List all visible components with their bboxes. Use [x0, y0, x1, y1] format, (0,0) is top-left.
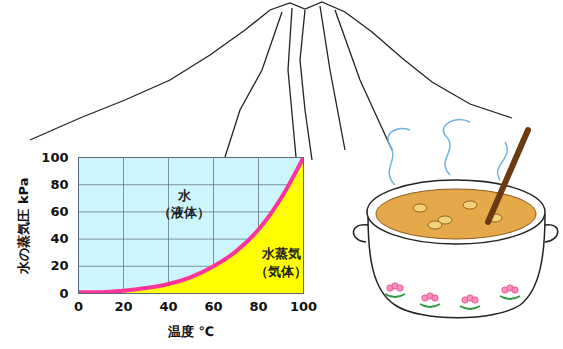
svg-text:0: 0	[59, 286, 68, 301]
svg-text:60: 60	[50, 204, 68, 219]
svg-text:80: 80	[50, 177, 68, 192]
svg-text:80: 80	[249, 299, 267, 314]
svg-text:20: 20	[50, 258, 68, 273]
svg-text:水蒸気: 水蒸気	[261, 246, 301, 261]
svg-text:水の蒸気圧 kPa: 水の蒸気圧 kPa	[16, 177, 31, 274]
svg-text:40: 40	[50, 231, 68, 246]
svg-text:20: 20	[114, 299, 132, 314]
svg-text:60: 60	[204, 299, 222, 314]
svg-text:100: 100	[290, 299, 317, 314]
svg-text:温度 ℃: 温度 ℃	[167, 324, 214, 339]
svg-text:0: 0	[74, 299, 83, 314]
svg-text:40: 40	[159, 299, 177, 314]
svg-text:（液体）: （液体）	[158, 205, 210, 220]
svg-text:100: 100	[41, 150, 68, 165]
svg-text:水: 水	[177, 188, 192, 203]
svg-text:（気体）: （気体）	[255, 264, 307, 279]
